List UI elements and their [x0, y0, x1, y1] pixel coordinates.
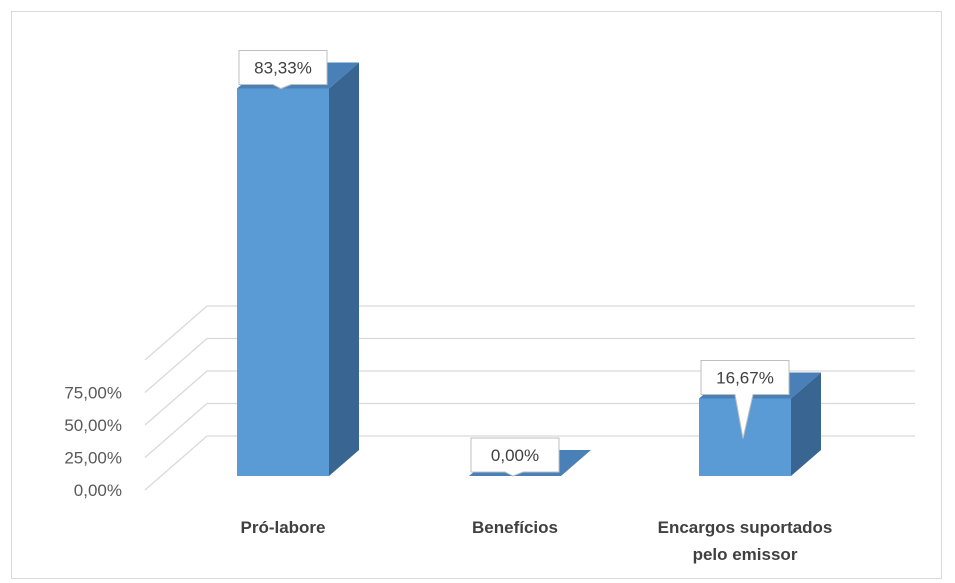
bar-side — [329, 62, 359, 476]
gridline — [144, 402, 915, 458]
data-label-text: 16,67% — [716, 368, 774, 387]
data-label: 83,33% — [238, 50, 328, 90]
x-category-label: Pró-labore — [240, 518, 325, 537]
x-category-label: Benefícios — [472, 518, 558, 537]
data-label: 0,00% — [470, 437, 560, 477]
y-tick-label: 50,00% — [64, 416, 122, 435]
bar — [237, 88, 329, 476]
y-tick-label: 25,00% — [64, 449, 122, 468]
x-category-label: Encargos suportados — [658, 518, 833, 537]
x-category-label: pelo emissor — [693, 545, 798, 564]
bars — [237, 62, 821, 476]
data-label-text: 0,00% — [491, 446, 539, 465]
bar-side — [791, 372, 821, 476]
data-label-box — [470, 437, 560, 477]
gridline — [144, 435, 915, 491]
gridline — [144, 337, 915, 393]
data-label-text: 83,33% — [254, 59, 312, 78]
data-label: 16,67% — [700, 359, 790, 439]
data-label-box — [238, 50, 328, 90]
y-tick-label: 75,00% — [64, 384, 122, 403]
chart-frame — [11, 11, 942, 579]
x-axis: Pró-labore Benefícios Encargos suportados p… — [240, 518, 832, 564]
data-label-box — [700, 359, 790, 439]
gridlines — [144, 305, 915, 491]
data-labels: 83,33% 0,00% 16,67% — [238, 50, 790, 477]
gridline — [144, 370, 915, 426]
y-tick-label: 0,00% — [74, 481, 122, 500]
y-axis: 0,00% 25,00% 50,00% 75,00% — [64, 384, 122, 501]
gridline — [144, 305, 915, 361]
